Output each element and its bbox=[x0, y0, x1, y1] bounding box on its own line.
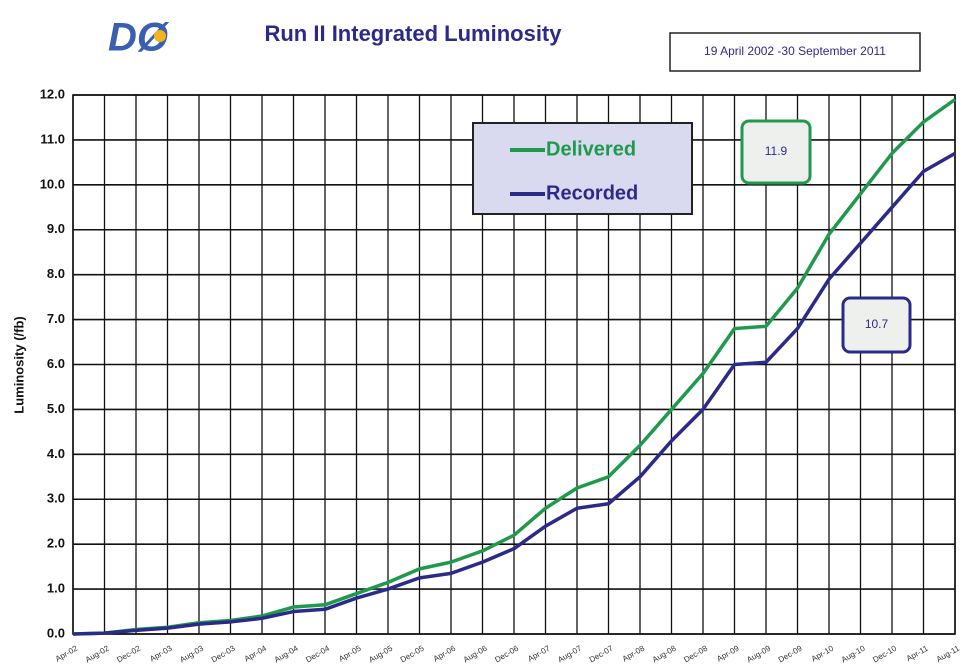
value-label-box bbox=[740, 119, 812, 185]
x-tick-label: Apr-03 bbox=[148, 643, 174, 663]
x-tick-label: Aug-04 bbox=[273, 643, 300, 664]
y-tick-label: 5.0 bbox=[47, 401, 65, 416]
x-tick-label: Apr-06 bbox=[432, 643, 458, 663]
y-tick-label: 11.0 bbox=[40, 131, 65, 146]
logo-star bbox=[154, 30, 166, 42]
y-tick-label: 10.0 bbox=[40, 176, 65, 191]
x-tick-label: Dec-05 bbox=[399, 643, 426, 664]
x-tick-label: Apr-10 bbox=[810, 643, 836, 663]
series-line bbox=[72, 151, 956, 636]
y-tick-label: 8.0 bbox=[47, 266, 65, 281]
x-tick-label: Aug-11 bbox=[935, 643, 962, 664]
x-tick-label: Apr-11 bbox=[905, 643, 930, 663]
x-tick-label: Aug-06 bbox=[462, 643, 489, 664]
legend-label: Recorded bbox=[546, 182, 638, 204]
chart-subtitle: 19 April 2002 -30 September 2011 bbox=[704, 44, 886, 58]
x-tick-label: Dec-03 bbox=[210, 643, 237, 664]
y-tick-label: 1.0 bbox=[47, 581, 65, 596]
x-tick-label: Apr-07 bbox=[526, 643, 552, 663]
x-tick-label: Apr-02 bbox=[54, 643, 80, 663]
legend-label: Delivered bbox=[546, 138, 636, 160]
x-tick-label: Apr-09 bbox=[715, 643, 741, 663]
chart-title: Run II Integrated Luminosity bbox=[264, 21, 562, 46]
y-axis-label: Luminosity (/fb) bbox=[11, 316, 26, 414]
value-label: 11.9 bbox=[765, 144, 788, 158]
x-tick-label: Dec-09 bbox=[777, 643, 804, 664]
y-tick-label: 4.0 bbox=[47, 446, 65, 461]
x-tick-label: Apr-05 bbox=[337, 643, 363, 663]
y-tick-label: 9.0 bbox=[47, 221, 65, 236]
x-tick-label: Dec-08 bbox=[682, 643, 709, 664]
y-tick-label: 12.0 bbox=[40, 86, 65, 101]
x-tick-label: Aug-10 bbox=[840, 643, 867, 664]
x-tick-label: Aug-05 bbox=[367, 643, 394, 664]
value-label-box bbox=[841, 296, 912, 354]
x-tick-label: Dec-02 bbox=[115, 643, 142, 664]
y-tick-label: 2.0 bbox=[47, 536, 65, 551]
x-tick-label: Dec-06 bbox=[493, 643, 520, 664]
logo: DØ bbox=[100, 16, 178, 62]
x-tick-label: Aug-07 bbox=[556, 643, 583, 664]
x-tick-label: Apr-08 bbox=[621, 643, 647, 663]
x-tick-label: Dec-10 bbox=[871, 643, 898, 664]
x-tick-label: Dec-04 bbox=[304, 643, 331, 664]
value-label: 10.7 bbox=[865, 317, 889, 331]
x-tick-label: Aug-09 bbox=[745, 643, 772, 664]
y-tick-label: 6.0 bbox=[47, 356, 65, 371]
y-tick-label: 3.0 bbox=[47, 491, 65, 506]
y-tick-label: 7.0 bbox=[47, 311, 65, 326]
x-tick-label: Apr-04 bbox=[243, 643, 269, 663]
y-tick-label: 0.0 bbox=[47, 625, 65, 640]
legend-box bbox=[472, 122, 693, 215]
plot-border bbox=[72, 94, 956, 635]
subtitle-box bbox=[669, 32, 921, 72]
x-tick-label: Aug-03 bbox=[178, 643, 205, 664]
x-tick-label: Aug-02 bbox=[84, 643, 111, 664]
x-tick-label: Aug-08 bbox=[651, 643, 678, 664]
x-tick-label: Dec-07 bbox=[588, 643, 615, 664]
